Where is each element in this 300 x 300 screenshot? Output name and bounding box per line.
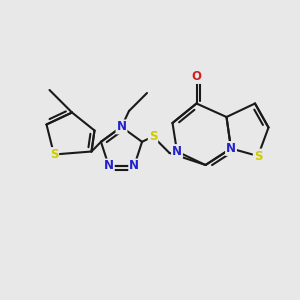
Text: N: N [116, 120, 127, 134]
Text: N: N [226, 142, 236, 155]
Text: O: O [191, 70, 202, 83]
Text: N: N [129, 160, 139, 172]
Text: S: S [50, 148, 58, 161]
Text: S: S [149, 130, 157, 143]
Text: N: N [172, 145, 182, 158]
Text: S: S [254, 149, 262, 163]
Text: N: N [104, 160, 114, 172]
